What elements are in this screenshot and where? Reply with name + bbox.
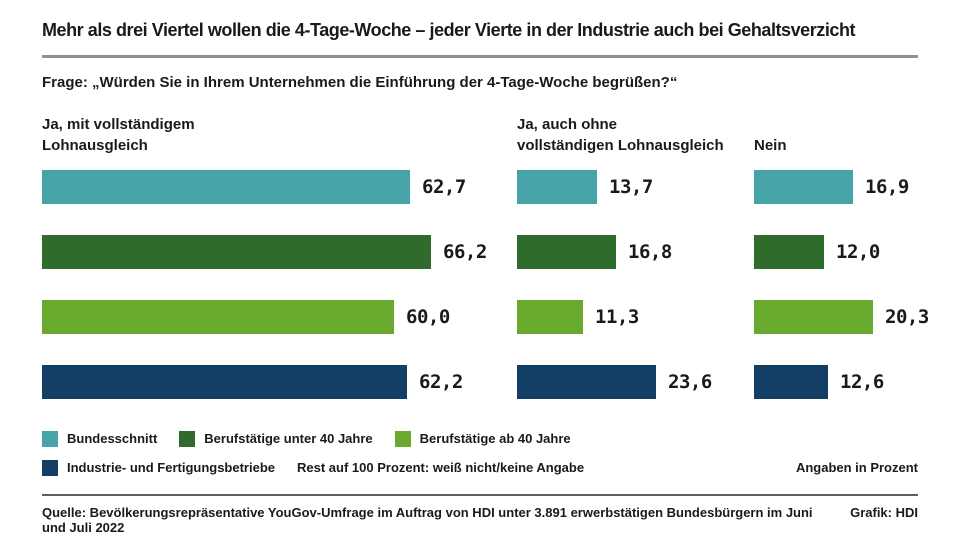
bar-value-label: 16,8 bbox=[628, 241, 672, 263]
bar-row: 13,7 bbox=[517, 170, 754, 204]
units-label: Angaben in Prozent bbox=[795, 460, 918, 475]
bar-value-label: 23,6 bbox=[668, 371, 712, 393]
survey-question: Frage: „Würden Sie in Ihrem Unternehmen … bbox=[42, 74, 678, 91]
bar-row: 62,2 bbox=[42, 365, 517, 399]
bar bbox=[517, 170, 597, 204]
bar-row: 11,3 bbox=[517, 300, 754, 334]
bar-row: 12,6 bbox=[754, 365, 960, 399]
bar-value-label: 62,7 bbox=[422, 176, 466, 198]
footer-divider bbox=[42, 494, 918, 496]
title-divider bbox=[42, 55, 918, 58]
bar-value-label: 16,9 bbox=[865, 176, 909, 198]
bar bbox=[517, 235, 616, 269]
bar-value-label: 60,0 bbox=[406, 306, 450, 328]
bar-row: 12,0 bbox=[754, 235, 960, 269]
bar-value-label: 11,3 bbox=[595, 306, 639, 328]
group-header: Nein bbox=[754, 137, 787, 154]
bar-row: 16,9 bbox=[754, 170, 960, 204]
legend-note: Rest auf 100 Prozent: weiß nicht/keine A… bbox=[297, 460, 585, 475]
bar bbox=[754, 235, 824, 269]
group-header: Ja, auch ohne vollständigen Lohnausgleic… bbox=[517, 116, 724, 154]
legend-item: Industrie- und Fertigungsbetriebe bbox=[42, 459, 276, 476]
bar-row: 20,3 bbox=[754, 300, 960, 334]
bar-value-label: 13,7 bbox=[609, 176, 653, 198]
chart-title: Mehr als drei Viertel wollen die 4-Tage-… bbox=[42, 20, 856, 40]
bar-row: 66,2 bbox=[42, 235, 517, 269]
bar bbox=[42, 170, 410, 204]
bar-value-label: 12,0 bbox=[836, 241, 880, 263]
bar-value-label: 66,2 bbox=[443, 241, 487, 263]
bar-value-label: 62,2 bbox=[419, 371, 463, 393]
legend-swatch bbox=[42, 459, 58, 476]
chart-column: Ja, auch ohne vollständigen Lohnausgleic… bbox=[517, 112, 754, 430]
legend-label: Bundesschnitt bbox=[67, 431, 158, 446]
bar-value-label: 12,6 bbox=[840, 371, 884, 393]
legend-label: Berufstätige ab 40 Jahre bbox=[419, 431, 571, 446]
source-text: Quelle: Bevölkerungsrepräsentative YouGo… bbox=[42, 505, 813, 535]
bar-row: 60,0 bbox=[42, 300, 517, 334]
footer: Quelle: Bevölkerungsrepräsentative YouGo… bbox=[42, 505, 918, 535]
legend-row-2-items: Industrie- und Fertigungsbetriebe bbox=[42, 459, 297, 476]
bar bbox=[754, 365, 828, 399]
bar-rows: 62,7 66,2 60,0 62,2 bbox=[42, 170, 517, 430]
legend-item: Berufstätige unter 40 Jahre bbox=[179, 430, 373, 447]
chart-column: Ja, mit vollständigem Lohnausgleich 62,7… bbox=[42, 112, 517, 430]
bar bbox=[517, 365, 656, 399]
bar-value-label: 20,3 bbox=[885, 306, 929, 328]
bar-rows: 13,7 16,8 11,3 23,6 bbox=[517, 170, 754, 430]
chart-column: Nein 16,9 12,0 20,3 12,6 bbox=[754, 112, 960, 430]
group-header: Ja, mit vollständigem Lohnausgleich bbox=[42, 116, 195, 154]
bar bbox=[42, 300, 394, 334]
legend-swatch bbox=[394, 430, 411, 447]
bar-chart: Ja, mit vollständigem Lohnausgleich 62,7… bbox=[42, 112, 960, 430]
bar-row: 16,8 bbox=[517, 235, 754, 269]
legend-row-1: Bundesschnitt Berufstätige unter 40 Jahre… bbox=[42, 430, 593, 447]
bar bbox=[517, 300, 583, 334]
bar-row: 62,7 bbox=[42, 170, 517, 204]
bar bbox=[754, 170, 853, 204]
bar-row: 23,6 bbox=[517, 365, 754, 399]
legend-label: Industrie- und Fertigungsbetriebe bbox=[67, 460, 276, 475]
bar bbox=[754, 300, 873, 334]
legend-row-2: Industrie- und Fertigungsbetriebe Rest a… bbox=[42, 459, 593, 476]
legend-item: Bundesschnitt bbox=[42, 430, 158, 447]
legend: Bundesschnitt Berufstätige unter 40 Jahre… bbox=[42, 430, 593, 488]
legend-swatch bbox=[179, 430, 196, 447]
bar bbox=[42, 235, 431, 269]
legend-item: Berufstätige ab 40 Jahre bbox=[394, 430, 571, 447]
credit-text: Grafik: HDI bbox=[850, 505, 918, 520]
legend-swatch bbox=[42, 430, 58, 447]
legend-label: Berufstätige unter 40 Jahre bbox=[204, 431, 373, 446]
bar-rows: 16,9 12,0 20,3 12,6 bbox=[754, 170, 960, 430]
bar bbox=[42, 365, 407, 399]
